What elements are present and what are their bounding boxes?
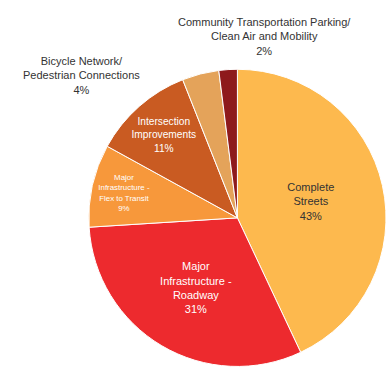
svg-text:Bicycle Network/Pedestrian Con: Bicycle Network/Pedestrian Connections4% (23, 55, 140, 96)
svg-text:CompleteStreets43%: CompleteStreets43% (287, 181, 334, 222)
svg-text:Community Transportation Parki: Community Transportation Parking/Clean A… (178, 16, 351, 57)
svg-text:MajorInfrastructure -Roadway31: MajorInfrastructure -Roadway31% (160, 260, 232, 315)
svg-text:MajorInfrastructure -Flex to T: MajorInfrastructure -Flex to Transit9% (98, 173, 150, 213)
svg-text:IntersectionImprovements11%: IntersectionImprovements11% (132, 116, 197, 154)
